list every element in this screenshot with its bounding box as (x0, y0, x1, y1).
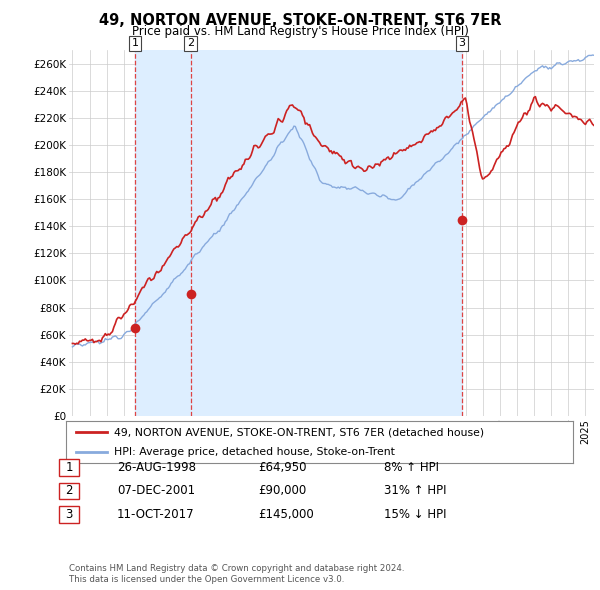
Bar (191, 50, 462, 416)
Text: 1: 1 (131, 38, 139, 48)
Text: 3: 3 (65, 508, 73, 521)
Text: 07-DEC-2001: 07-DEC-2001 (117, 484, 195, 497)
Text: £145,000: £145,000 (258, 508, 314, 521)
Text: Price paid vs. HM Land Registry's House Price Index (HPI): Price paid vs. HM Land Registry's House … (131, 25, 469, 38)
Text: Contains HM Land Registry data © Crown copyright and database right 2024.: Contains HM Land Registry data © Crown c… (69, 565, 404, 573)
Text: 15% ↓ HPI: 15% ↓ HPI (384, 508, 446, 521)
Text: This data is licensed under the Open Government Licence v3.0.: This data is licensed under the Open Gov… (69, 575, 344, 584)
Text: £64,950: £64,950 (258, 461, 307, 474)
Text: 2: 2 (65, 484, 73, 497)
Text: 49, NORTON AVENUE, STOKE-ON-TRENT, ST6 7ER: 49, NORTON AVENUE, STOKE-ON-TRENT, ST6 7… (99, 13, 501, 28)
Text: 11-OCT-2017: 11-OCT-2017 (117, 508, 194, 521)
Text: 26-AUG-1998: 26-AUG-1998 (117, 461, 196, 474)
Text: 3: 3 (458, 38, 466, 48)
Bar (135, 50, 191, 416)
Text: HPI: Average price, detached house, Stoke-on-Trent: HPI: Average price, detached house, Stok… (114, 447, 395, 457)
Text: 8% ↑ HPI: 8% ↑ HPI (384, 461, 439, 474)
Text: £90,000: £90,000 (258, 484, 306, 497)
Text: 2: 2 (187, 38, 194, 48)
Text: 31% ↑ HPI: 31% ↑ HPI (384, 484, 446, 497)
Text: 49, NORTON AVENUE, STOKE-ON-TRENT, ST6 7ER (detached house): 49, NORTON AVENUE, STOKE-ON-TRENT, ST6 7… (114, 427, 484, 437)
Text: 1: 1 (65, 461, 73, 474)
